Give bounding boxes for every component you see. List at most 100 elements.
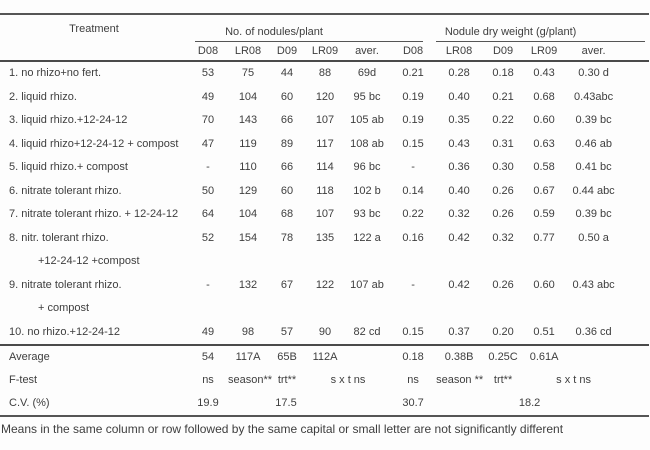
value-cell: 98 [241, 325, 255, 338]
average-cell: 0.25C [488, 351, 518, 363]
treatment-cell: 2. liquid rhizo. [0, 86, 188, 110]
ftest-cell: s x t ns [556, 374, 592, 386]
value-cell: 0.21 [402, 67, 424, 79]
value-cell: 52 [201, 231, 215, 244]
treatment-cell: 3. liquid rhizo.+12-24-12 [0, 109, 188, 133]
value-cell: 120 [315, 90, 335, 103]
table-row: 1. no rhizo+no fert. 53 75 44 88 69d 0.21 0.28 0… [0, 61, 649, 86]
value-cell: 0.14 [402, 184, 424, 197]
value-cell: 0.50 a [578, 231, 609, 244]
value-cell: - [206, 161, 210, 173]
value-cell: 66 [280, 161, 294, 173]
value-cell: 104 [238, 208, 258, 220]
table-row: 10. no rhizo.+12-24-12 49 98 57 90 82 cd 0.15 0… [0, 321, 649, 346]
value-cell: 0.46 ab [575, 137, 612, 150]
subcol-header: D08 [197, 45, 219, 57]
value-cell: 96 bc [353, 161, 381, 173]
table-footer: Average 54 117A 65B 112A 0.18 0.38B 0.25… [0, 345, 650, 416]
col-group-nodules-label: No. of nodules/plant [195, 26, 424, 42]
table-row: 4. liquid rhizo+12-24-12 + compost 47 119 8… [0, 133, 649, 157]
cv-cell: 18.2 [518, 397, 541, 409]
average-cell [344, 345, 390, 369]
value-cell: 0.15 [402, 137, 424, 150]
table-row: 3. liquid rhizo.+12-24-12 70 143 66 107 105 a… [0, 109, 649, 133]
value-cell: 0.51 [533, 325, 555, 338]
value-cell: 90 [318, 325, 332, 338]
value-cell: 107 [315, 208, 335, 220]
value-cell: 105 ab [350, 114, 384, 126]
treatment-label: 1. no rhizo+no fert. [9, 67, 102, 79]
average-cell: 65B [277, 351, 297, 363]
value-cell: 135 [315, 231, 335, 244]
value-cell: 0.59 [533, 208, 555, 220]
value-cell: 143 [238, 114, 258, 126]
value-cell: 0.35 [448, 114, 470, 126]
value-cell: 0.39 bc [575, 208, 612, 220]
treatment-cell: 5. liquid rhizo.+ compost [0, 156, 188, 180]
cv-cell: 17.5 [275, 397, 297, 409]
value-cell: 44 [280, 67, 294, 79]
value-cell: 107 ab [350, 278, 384, 291]
value-cell: 107 [315, 114, 335, 126]
value-cell: 122 [315, 278, 335, 291]
treatment-cell: 10. no rhizo.+12-24-12 [0, 321, 188, 346]
table-row: 6. nitrate tolerant rhizo. 50 129 60 118 102 … [0, 180, 649, 204]
value-cell: 0.60 [533, 278, 555, 291]
value-cell: 0.22 [492, 114, 514, 126]
value-cell: 70 [201, 114, 215, 126]
average-row: Average 54 117A 65B 112A 0.18 0.38B 0.25… [0, 345, 649, 369]
value-cell: 114 [316, 161, 334, 173]
treatment-cell: 8. nitr. tolerant rhizo. +12-24-12 +compo… [0, 227, 188, 274]
average-cell: 0.18 [402, 351, 424, 363]
average-cell: 54 [201, 351, 215, 363]
value-cell: 102 b [353, 184, 381, 197]
col-group-nodules: No. of nodules/plant [188, 14, 436, 42]
value-cell: 0.31 [492, 137, 514, 150]
subcol-header: LR08 [234, 45, 262, 57]
value-cell: 104 [238, 90, 258, 103]
value-cell: - [206, 278, 210, 291]
treatment-label: 10. no rhizo.+12-24-12 [9, 325, 120, 338]
value-cell: 88 [318, 67, 332, 79]
value-cell: 93 bc [353, 208, 381, 220]
subcol-header: D08 [402, 45, 424, 57]
ftest-cell: trt** [493, 374, 513, 386]
value-cell: 0.63 [533, 137, 555, 150]
ftest-cell: ns [202, 374, 214, 386]
treatment-label: 5. liquid rhizo.+ compost [9, 161, 128, 173]
treatment-label: 3. liquid rhizo.+12-24-12 [9, 114, 128, 126]
treatment-label: 8. nitr. tolerant rhizo. [9, 231, 109, 244]
subcol-header: LR09 [311, 45, 339, 57]
value-cell: 0.60 [533, 114, 555, 126]
value-cell: 0.42 [448, 231, 470, 244]
value-cell: 89 [280, 137, 294, 150]
value-cell: 50 [201, 184, 215, 197]
col-header-treatment: Treatment [69, 22, 119, 35]
value-cell: 0.77 [533, 231, 555, 244]
treatment-cell: 9. nitrate tolerant rhizo. + compost [0, 274, 188, 321]
value-cell: 0.30 [492, 161, 514, 173]
cv-label: C.V. (%) [9, 397, 50, 409]
value-cell: 53 [201, 67, 215, 79]
value-cell: 0.16 [402, 231, 424, 244]
value-cell: 129 [238, 184, 258, 197]
value-cell: 122 a [353, 231, 381, 244]
treatment-label: 4. liquid rhizo+12-24-12 + compost [9, 137, 179, 150]
treatment-cell: 1. no rhizo+no fert. [0, 61, 188, 86]
value-cell: 0.19 [402, 114, 424, 126]
value-cell: 0.21 [492, 90, 514, 103]
value-cell: 0.43 [448, 137, 470, 150]
average-cell: 0.38B [444, 351, 474, 363]
average-cell: 112A [312, 351, 338, 363]
col-group-dry-weight: Nodule dry weight (g/plant) [436, 14, 649, 42]
value-cell: 0.43 [533, 67, 555, 79]
treatment-label-continued: + compost [38, 302, 90, 314]
value-cell: 49 [201, 90, 215, 103]
value-cell: 47 [201, 137, 215, 150]
value-cell: 0.43 abc [572, 278, 615, 291]
value-cell: 132 [238, 278, 258, 291]
value-cell: 0.36 [448, 161, 470, 173]
subcol-header: aver. [355, 45, 379, 57]
treatment-label: 2. liquid rhizo. [9, 90, 77, 103]
